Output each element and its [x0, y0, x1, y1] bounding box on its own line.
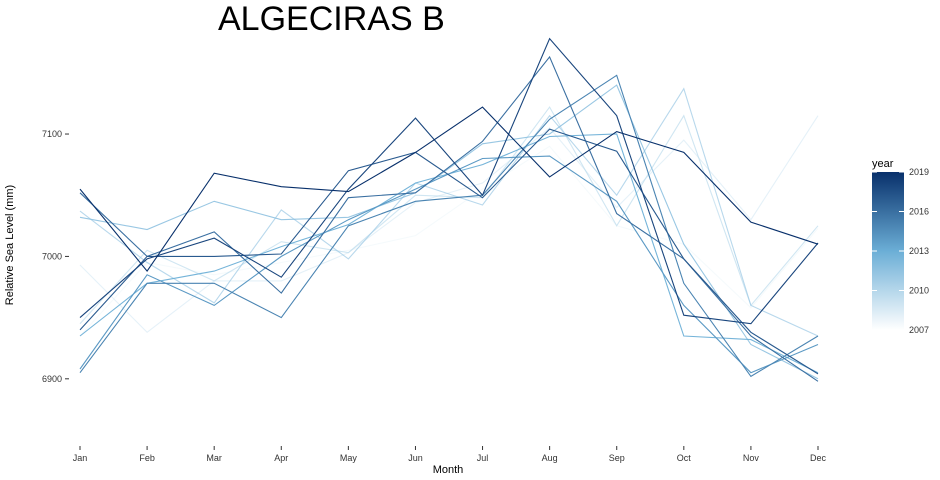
series-line-2016	[79, 55, 819, 382]
x-tick-label: Jan	[73, 453, 88, 463]
legend-tick-label: 2019	[909, 167, 929, 177]
color-legend: year 2019 2016 2013 2010 2007	[872, 158, 929, 335]
x-tick-label: May	[340, 453, 358, 463]
x-tick-label: Dec	[810, 453, 827, 463]
x-tick-label: Aug	[542, 453, 558, 463]
chart-title: ALGECIRAS B	[218, 0, 445, 38]
y-tick-label: 7000	[42, 251, 62, 261]
x-tick-label: Oct	[677, 453, 692, 463]
x-tick-label: Mar	[206, 453, 222, 463]
series-line-2013	[79, 133, 819, 374]
series-line-2010	[79, 106, 819, 325]
y-axis-title: Relative Sea Level (mm)	[4, 185, 16, 305]
series-lines	[79, 37, 819, 419]
legend-tick-label: 2007	[909, 325, 929, 335]
x-tick-label: Sep	[609, 453, 625, 463]
series-line-2014	[79, 155, 819, 374]
series-line-2012	[79, 84, 819, 380]
legend-tick-label: 2010	[909, 286, 929, 296]
y-tick-label: 7100	[42, 129, 62, 139]
x-tick-label: Feb	[139, 453, 155, 463]
legend-tick-label: 2013	[909, 246, 929, 256]
series-line-2007	[79, 142, 819, 419]
series-line-2017	[79, 128, 819, 375]
series-line-2009	[79, 115, 819, 334]
legend-colorbar	[872, 172, 904, 330]
x-tick-label: Jul	[477, 453, 489, 463]
series-line-2011	[79, 87, 819, 337]
y-axis: 6900 7000 7100	[42, 129, 69, 384]
x-tick-label: Jun	[408, 453, 423, 463]
series-line-2019	[79, 106, 819, 273]
x-axis-title: Month	[433, 464, 464, 476]
x-axis: Jan Feb Mar Apr May Jun Jul Aug Sep Oct Nov Dec	[73, 446, 827, 463]
series-line-2015	[79, 74, 819, 378]
x-tick-label: Apr	[274, 453, 288, 463]
series-line-2018	[79, 37, 819, 325]
legend-tick-label: 2016	[909, 207, 929, 217]
legend-title: year	[872, 158, 894, 170]
y-tick-label: 6900	[42, 374, 62, 384]
x-tick-label: Nov	[743, 453, 760, 463]
